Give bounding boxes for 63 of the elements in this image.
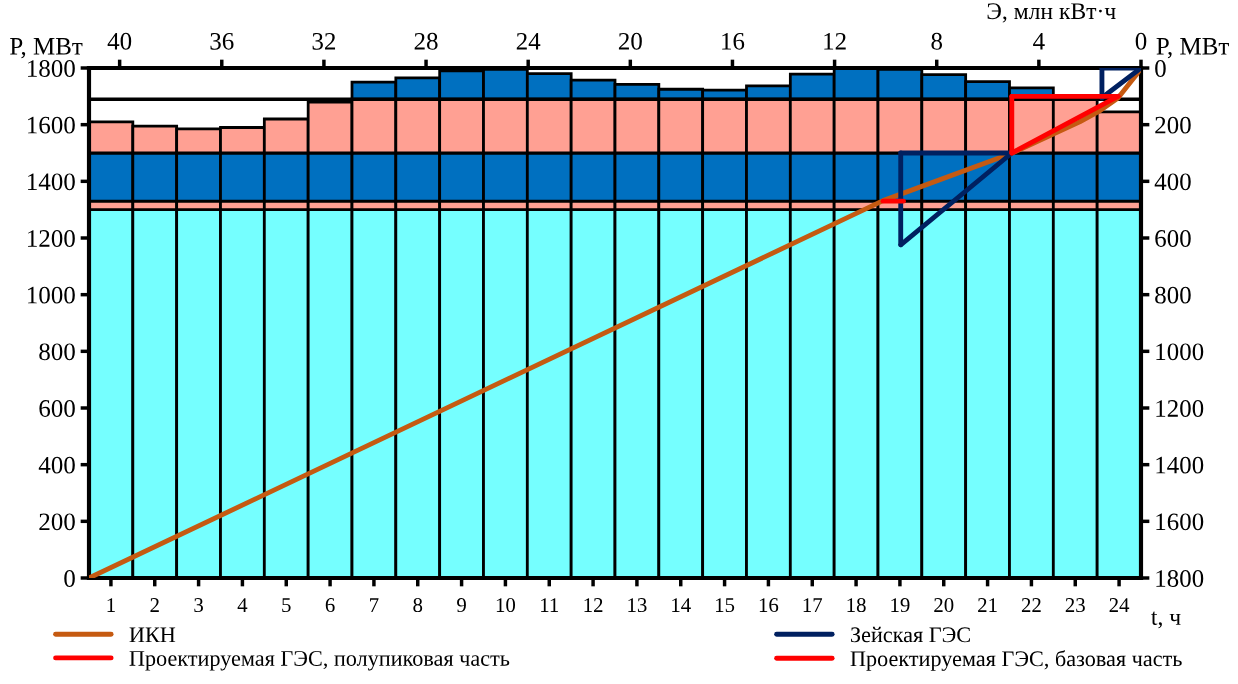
- x-tick-label: 16: [722, 32, 745, 50]
- x-tick-label: 13: [628, 598, 647, 613]
- x-tick-label: 5: [282, 598, 291, 613]
- x-tick-label: 10: [496, 598, 516, 613]
- y-tick-label: 1200: [1156, 400, 1204, 417]
- x-tick-label: 23: [1065, 598, 1085, 613]
- y-tick-label: 0: [1155, 60, 1166, 77]
- x-tick-label: 24: [516, 32, 541, 50]
- x-tick-label: 2: [150, 598, 159, 612]
- legend-label: Проектируемая ГЭС, полупиковая часть: [129, 650, 510, 671]
- x-tick-label: 12: [824, 32, 846, 50]
- x-tick-label: 19: [891, 598, 910, 613]
- y-tick-label: 1800: [1156, 570, 1204, 587]
- x-tick-label: 7: [370, 598, 379, 612]
- y-tick-label: 400: [1154, 173, 1191, 191]
- x-tick-label: 22: [1021, 598, 1041, 612]
- x-tick-label: 21: [978, 598, 997, 612]
- x-axis-title: Э, млн кВт·ч: [987, 3, 1116, 23]
- x-axis-title: t, ч: [1151, 611, 1181, 629]
- y-axis-title: P, МВт: [10, 38, 83, 59]
- legend-label: Зейская ГЭС: [850, 626, 970, 643]
- y-tick-label: 1200: [28, 230, 75, 247]
- x-tick-label: 4: [1033, 33, 1045, 50]
- y-tick-label: 1600: [28, 116, 75, 134]
- x-tick-label: 15: [716, 598, 735, 613]
- y-tick-label: 200: [39, 513, 75, 531]
- x-tick-label: 6: [325, 598, 335, 613]
- y-tick-label: 0: [64, 570, 75, 587]
- x-tick-label: 9: [457, 598, 466, 613]
- x-tick-label: 8: [931, 32, 943, 50]
- y-tick-label: 1000: [1156, 343, 1204, 361]
- y-axis-title: P, МВт: [1156, 38, 1229, 59]
- x-tick-label: 20: [618, 32, 642, 50]
- y-tick-label: 800: [39, 343, 75, 361]
- x-tick-label: 40: [107, 32, 132, 50]
- x-tick-label: 17: [803, 598, 823, 612]
- x-tick-label: 12: [584, 598, 603, 612]
- x-tick-label: 3: [194, 598, 203, 613]
- x-tick-label: 11: [541, 598, 559, 612]
- y-tick-label: 1400: [1156, 456, 1204, 474]
- legend-label: Проектируемая ГЭС, базовая часть: [850, 650, 1182, 671]
- x-tick-label: 24: [1109, 598, 1130, 612]
- x-tick-label: 14: [672, 598, 691, 612]
- x-tick-label: 0: [1135, 32, 1147, 50]
- x-tick-label: 16: [759, 598, 779, 613]
- x-tick-label: 32: [312, 32, 336, 50]
- y-tick-label: 400: [38, 456, 75, 474]
- x-tick-label: 20: [934, 598, 954, 613]
- legend-label: ИКН: [129, 627, 176, 643]
- y-tick-label: 600: [39, 400, 75, 417]
- x-tick-label: 4: [237, 598, 248, 612]
- x-tick-label: 28: [414, 32, 438, 50]
- x-tick-label: 18: [847, 598, 866, 613]
- x-tick-label: 36: [210, 32, 234, 50]
- y-tick-label: 1600: [1156, 513, 1204, 531]
- y-tick-label: 800: [1155, 286, 1191, 304]
- x-tick-label: 8: [413, 598, 423, 613]
- y-tick-label: 1000: [28, 286, 75, 304]
- y-tick-label: 1400: [28, 173, 75, 191]
- y-tick-label: 600: [1155, 230, 1191, 247]
- y-tick-label: 1800: [28, 60, 75, 77]
- x-tick-label: 1: [107, 598, 115, 612]
- y-tick-label: 200: [1155, 116, 1191, 134]
